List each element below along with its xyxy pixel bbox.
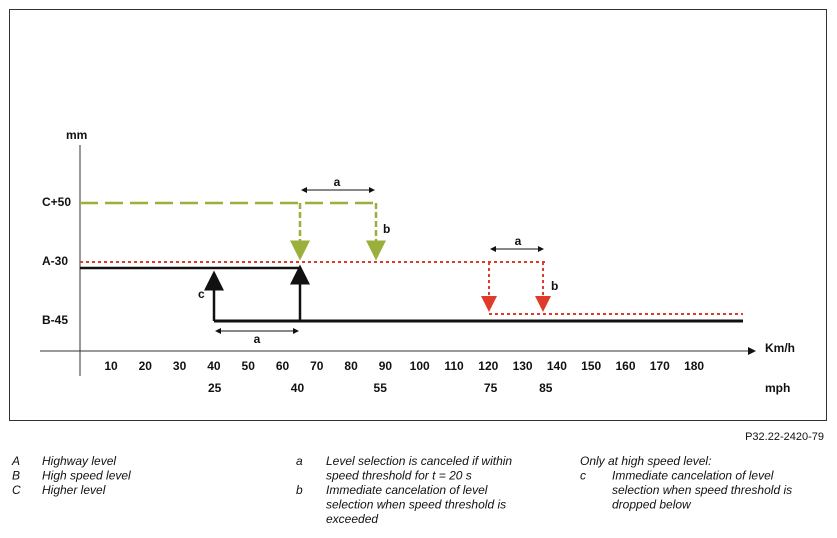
legend-text: speed threshold for t = 20 s xyxy=(326,469,472,483)
mph-tick-label: 25 xyxy=(208,381,222,395)
level-label: A-30 xyxy=(42,254,68,268)
level-label: C+50 xyxy=(42,195,71,209)
red-level xyxy=(80,261,743,315)
kmh-tick-label: 120 xyxy=(478,359,498,373)
kmh-tick-label: 170 xyxy=(650,359,670,373)
legend-text: Higher level xyxy=(42,483,106,497)
mph-tick-label: 40 xyxy=(291,381,305,395)
legend-key: b xyxy=(296,483,303,497)
kmh-tick-label: 10 xyxy=(104,359,118,373)
annotation: a xyxy=(254,332,261,346)
legend-text: Level selection is canceled if within xyxy=(326,454,512,468)
legend-key: a xyxy=(296,454,303,468)
mph-tick-label: 85 xyxy=(539,381,553,395)
level-label: B-45 xyxy=(42,313,68,327)
legend-text: High speed level xyxy=(42,469,131,483)
frame xyxy=(9,9,827,421)
kmh-tick-label: 20 xyxy=(139,359,153,373)
kmh-tick-label: 130 xyxy=(513,359,533,373)
y-unit: mm xyxy=(66,128,87,142)
legend-text: Highway level xyxy=(42,454,116,468)
annotation: a xyxy=(515,234,522,248)
kmh-tick-label: 90 xyxy=(379,359,393,373)
legend: A Highway level B High speed level C Higher l… xyxy=(11,454,792,526)
kmh-tick-label: 40 xyxy=(207,359,221,373)
legend-key: B xyxy=(12,469,20,483)
kmh-tick-label: 70 xyxy=(310,359,324,373)
legend-text: exceeded xyxy=(326,512,378,526)
legend-key: C xyxy=(12,483,21,497)
x-unit: Km/h xyxy=(765,341,795,355)
annotation: b xyxy=(551,279,558,293)
axes xyxy=(40,145,756,376)
legend-text: dropped below xyxy=(612,498,692,512)
dimension-arrows xyxy=(215,187,544,334)
legend-key: A xyxy=(11,454,20,468)
kmh-tick-label: 30 xyxy=(173,359,187,373)
kmh-tick-label: 140 xyxy=(547,359,567,373)
kmh-tick-label: 50 xyxy=(242,359,256,373)
kmh-tick-label: 100 xyxy=(410,359,430,373)
kmh-tick-label: 180 xyxy=(684,359,704,373)
green-level xyxy=(80,201,386,261)
kmh-tick-label: 110 xyxy=(444,359,464,373)
mph-unit: mph xyxy=(765,381,790,395)
kmh-tick-label: 60 xyxy=(276,359,290,373)
annotation: c xyxy=(198,287,205,301)
kmh-tick-label: 80 xyxy=(344,359,358,373)
legend-key: c xyxy=(580,469,586,483)
kmh-tick-label: 150 xyxy=(581,359,601,373)
annotation: b xyxy=(383,222,390,236)
annotation: a xyxy=(334,175,341,189)
kmh-tick-label: 160 xyxy=(615,359,635,373)
legend-text: Immediate cancelation of level xyxy=(326,483,488,497)
legend-text: Immediate cancelation of level xyxy=(612,469,774,483)
mph-tick-label: 55 xyxy=(374,381,388,395)
legend-text: selection when speed threshold is xyxy=(612,483,792,497)
legend-text: selection when speed threshold is xyxy=(326,498,506,512)
legend-heading: Only at high speed level: xyxy=(580,454,711,468)
black-level xyxy=(80,264,743,323)
figure-id: P32.22-2420-79 xyxy=(745,431,824,443)
mph-tick-label: 75 xyxy=(484,381,498,395)
